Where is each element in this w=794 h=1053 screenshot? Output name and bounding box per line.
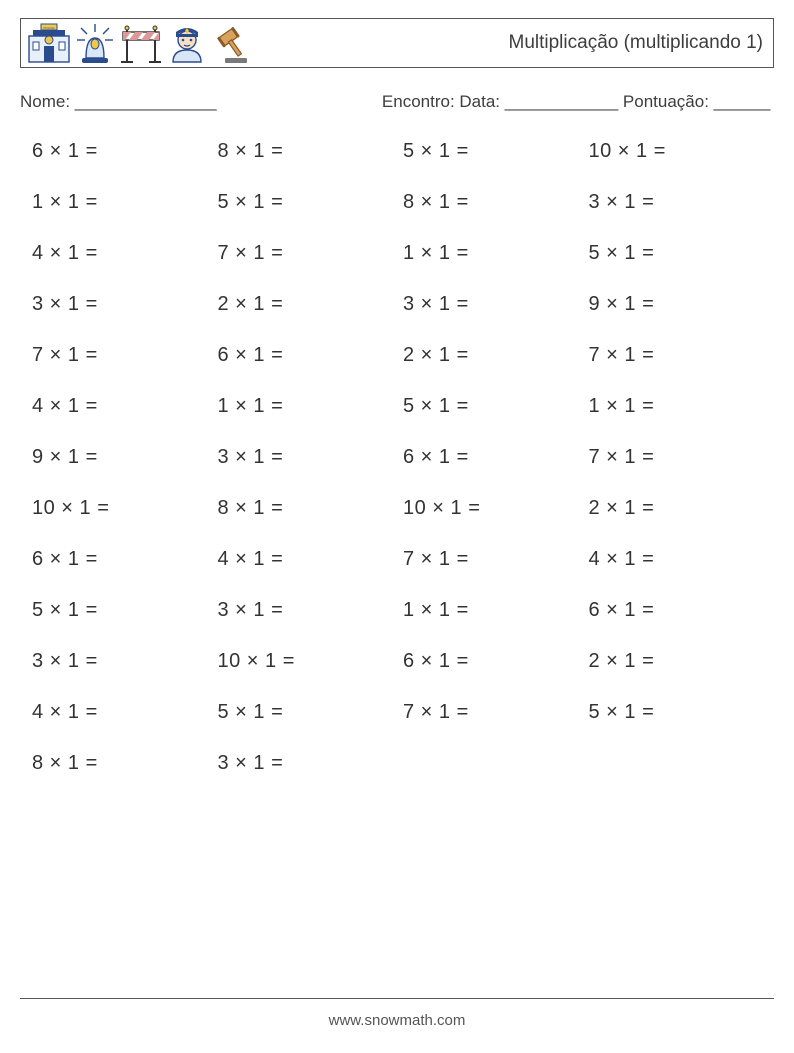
problem-cell: 7 × 1 = [218,242,404,265]
icon-strip: POLICE [27,22,253,64]
problem-cell: 8 × 1 = [218,497,404,520]
problem-cell: 5 × 1 = [589,242,775,265]
barrier-icon [119,22,163,64]
problem-cell: 1 × 1 = [32,191,218,214]
problem-cell: 5 × 1 = [589,701,775,724]
problem-cell: 1 × 1 = [403,242,589,265]
problem-cell [589,752,775,775]
problem-cell: 4 × 1 = [32,701,218,724]
problem-cell: 1 × 1 = [403,599,589,622]
problem-cell: 4 × 1 = [32,242,218,265]
problem-cell: 3 × 1 = [32,293,218,316]
problem-cell: 3 × 1 = [403,293,589,316]
name-field-label: Nome: _______________ [20,92,382,112]
problem-cell: 9 × 1 = [32,446,218,469]
footer-divider [20,998,774,999]
problem-cell: 1 × 1 = [218,395,404,418]
problem-cell: 5 × 1 = [403,395,589,418]
problem-cell: 2 × 1 = [589,497,775,520]
problem-cell: 2 × 1 = [218,293,404,316]
problem-cell: 2 × 1 = [589,650,775,673]
problem-cell: 10 × 1 = [403,497,589,520]
problem-cell: 10 × 1 = [32,497,218,520]
problem-cell: 3 × 1 = [218,599,404,622]
problem-cell: 10 × 1 = [589,140,775,163]
problem-cell: 5 × 1 = [218,701,404,724]
siren-icon [75,22,115,64]
svg-text:POLICE: POLICE [43,26,54,30]
problem-cell: 3 × 1 = [218,752,404,775]
problem-cell: 6 × 1 = [218,344,404,367]
problem-cell: 8 × 1 = [218,140,404,163]
gavel-icon [211,22,253,64]
problem-cell: 7 × 1 = [32,344,218,367]
problem-cell: 6 × 1 = [589,599,775,622]
problem-cell: 6 × 1 = [403,650,589,673]
header-box: POLICE [20,18,774,68]
problem-cell: 5 × 1 = [32,599,218,622]
footer-url: www.snowmath.com [0,1012,794,1029]
problem-cell: 10 × 1 = [218,650,404,673]
problem-cell: 7 × 1 = [589,446,775,469]
problem-cell: 3 × 1 = [589,191,775,214]
problem-cell: 5 × 1 = [403,140,589,163]
problem-cell: 7 × 1 = [589,344,775,367]
problem-cell: 4 × 1 = [589,548,775,571]
problem-cell: 7 × 1 = [403,548,589,571]
date-score-label: Encontro: Data: ____________ Pontuação: … [382,92,774,112]
problems-grid: 6 × 1 =8 × 1 =5 × 1 =10 × 1 =1 × 1 =5 × … [20,140,774,775]
problem-cell: 2 × 1 = [403,344,589,367]
problem-cell: 1 × 1 = [589,395,775,418]
problem-cell: 8 × 1 = [403,191,589,214]
problem-cell: 9 × 1 = [589,293,775,316]
police-station-icon: POLICE [27,22,71,64]
problem-cell: 7 × 1 = [403,701,589,724]
problem-cell: 4 × 1 = [32,395,218,418]
problem-cell: 6 × 1 = [32,140,218,163]
police-officer-icon [167,22,207,64]
info-line: Nome: _______________ Encontro: Data: __… [20,92,774,112]
worksheet-title: Multiplicação (multiplicando 1) [509,32,764,54]
problem-cell: 4 × 1 = [218,548,404,571]
problem-cell: 6 × 1 = [32,548,218,571]
problem-cell: 5 × 1 = [218,191,404,214]
problem-cell: 6 × 1 = [403,446,589,469]
problem-cell: 8 × 1 = [32,752,218,775]
problem-cell: 3 × 1 = [32,650,218,673]
problem-cell: 3 × 1 = [218,446,404,469]
problem-cell [403,752,589,775]
